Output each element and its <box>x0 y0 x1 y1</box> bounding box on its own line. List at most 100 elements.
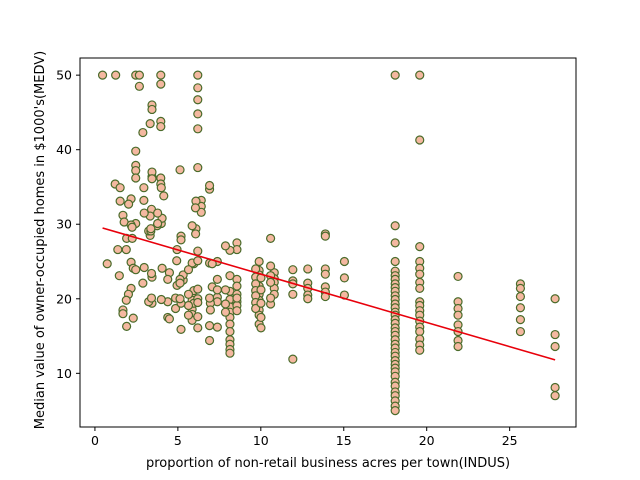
data-point <box>153 208 163 218</box>
data-point <box>550 294 560 304</box>
data-point <box>220 299 231 309</box>
data-point <box>232 306 242 316</box>
data-point <box>415 345 425 355</box>
data-point <box>159 191 169 201</box>
data-point <box>415 70 425 80</box>
data-point <box>415 326 425 337</box>
data-point <box>320 231 330 241</box>
data-point <box>97 70 108 80</box>
data-point <box>193 83 203 93</box>
data-point <box>131 173 141 183</box>
data-point <box>193 70 203 80</box>
data-point <box>193 95 203 105</box>
data-point <box>193 162 203 173</box>
data-point <box>303 294 313 304</box>
data-point <box>256 298 266 308</box>
data-point <box>190 203 201 213</box>
data-point <box>113 244 123 255</box>
plot-frame <box>79 57 577 428</box>
y-tick-label: 20 <box>56 291 72 306</box>
data-point <box>205 305 215 315</box>
data-point <box>453 341 463 352</box>
data-point <box>193 323 203 333</box>
data-point <box>183 300 194 311</box>
data-point <box>187 221 197 231</box>
data-point <box>118 309 128 319</box>
data-point <box>145 118 155 129</box>
data-point <box>193 109 203 119</box>
data-point <box>212 285 222 295</box>
data-point <box>550 341 560 352</box>
data-point <box>193 124 203 134</box>
x-axis-label: proportion of non-retail business acres … <box>146 456 510 471</box>
data-point <box>172 256 182 266</box>
data-point <box>121 244 131 255</box>
data-point <box>138 278 148 288</box>
data-point <box>156 294 166 305</box>
regression-line <box>102 227 556 361</box>
data-point <box>156 79 166 89</box>
x-tick-label: 15 <box>336 433 352 448</box>
data-point <box>139 195 149 205</box>
data-point <box>204 335 215 346</box>
data-point <box>139 262 149 273</box>
data-point <box>232 293 242 303</box>
data-point <box>225 319 235 329</box>
data-point <box>193 297 203 308</box>
data-point <box>515 283 526 293</box>
data-point <box>256 285 266 295</box>
data-point <box>232 281 242 291</box>
data-point <box>193 246 203 256</box>
data-point <box>390 70 400 80</box>
data-point <box>550 329 560 340</box>
y-tick-label: 10 <box>56 366 72 381</box>
data-point <box>204 180 215 191</box>
data-point <box>157 263 167 273</box>
x-tick-label: 20 <box>419 433 435 448</box>
data-point <box>515 303 526 313</box>
y-axis-ticks: 10 20 30 40 50 <box>56 68 80 381</box>
x-tick-label: 10 <box>253 433 269 448</box>
data-point <box>124 199 134 209</box>
data-point <box>102 259 112 269</box>
data-point <box>320 269 330 279</box>
data-point <box>175 294 185 304</box>
x-tick-label: 0 <box>91 433 99 448</box>
data-point <box>266 293 276 303</box>
data-point <box>163 274 173 284</box>
data-point <box>390 256 400 267</box>
data-point <box>212 322 222 332</box>
data-point <box>220 307 231 317</box>
data-point <box>225 326 235 337</box>
data-point <box>122 321 132 331</box>
data-point <box>256 323 266 333</box>
data-point <box>176 235 186 245</box>
data-point <box>111 70 121 80</box>
data-point <box>164 314 175 324</box>
x-axis-ticks: 0 5 10 15 20 25 <box>91 427 518 448</box>
data-point <box>415 283 425 293</box>
regression-line-group <box>102 227 556 361</box>
data-point <box>175 278 185 288</box>
data-point <box>288 265 298 275</box>
data-point <box>515 326 526 337</box>
data-point <box>266 261 276 271</box>
data-point <box>115 183 125 193</box>
data-point <box>339 256 350 267</box>
data-point <box>453 271 463 282</box>
data-point <box>225 348 235 358</box>
data-point <box>515 291 526 302</box>
data-point <box>146 293 157 303</box>
data-points <box>97 70 560 416</box>
x-tick-label: 5 <box>174 433 182 448</box>
data-point <box>288 354 298 364</box>
data-point <box>146 224 156 234</box>
data-point <box>134 70 144 80</box>
y-tick-label: 40 <box>56 142 72 157</box>
data-point <box>266 277 276 287</box>
data-point <box>453 310 463 320</box>
data-point <box>550 391 560 401</box>
data-point <box>220 285 231 295</box>
